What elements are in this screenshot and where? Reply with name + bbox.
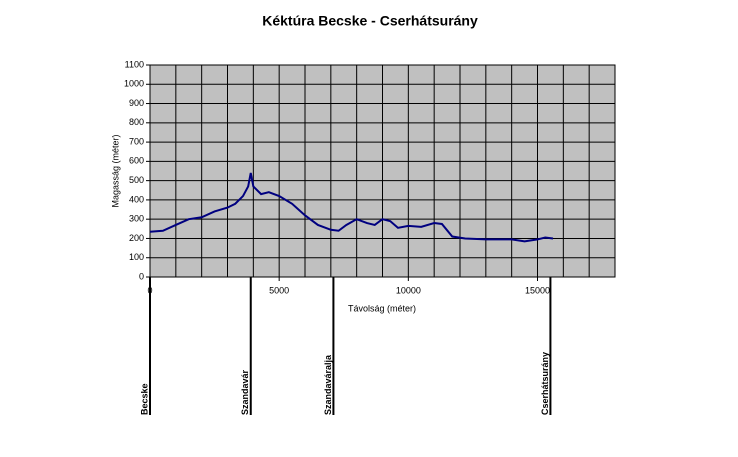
location-label: Szandavár [240, 369, 250, 415]
y-tick-label: 200 [129, 233, 144, 243]
y-tick-label: 0 [139, 271, 144, 281]
location-label: Becske [139, 383, 149, 415]
y-tick-label: 1000 [124, 79, 144, 89]
y-tick-label: 100 [129, 252, 144, 262]
chart-title: Kéktúra Becske - Cserhátsurány [262, 13, 478, 29]
y-tick-label: 800 [129, 117, 144, 127]
x-tick-label: 5000 [269, 285, 289, 295]
y-tick-label: 600 [129, 156, 144, 166]
y-axis-label: Magasság (méter) [110, 134, 120, 207]
y-tick-label: 400 [129, 194, 144, 204]
y-tick-label: 1100 [125, 59, 144, 69]
x-axis-label: Távolság (méter) [348, 303, 416, 313]
x-tick-label: 15000 [525, 285, 550, 295]
location-label: Szandaváralja [323, 354, 333, 415]
y-tick-label: 700 [129, 136, 144, 146]
y-tick-label: 300 [129, 214, 144, 224]
location-label: Cserhátsurány [540, 352, 550, 415]
y-tick-label: 900 [129, 98, 144, 108]
x-tick-label: 10000 [396, 285, 421, 295]
y-tick-label: 500 [129, 175, 144, 185]
elevation-line [149, 172, 554, 243]
